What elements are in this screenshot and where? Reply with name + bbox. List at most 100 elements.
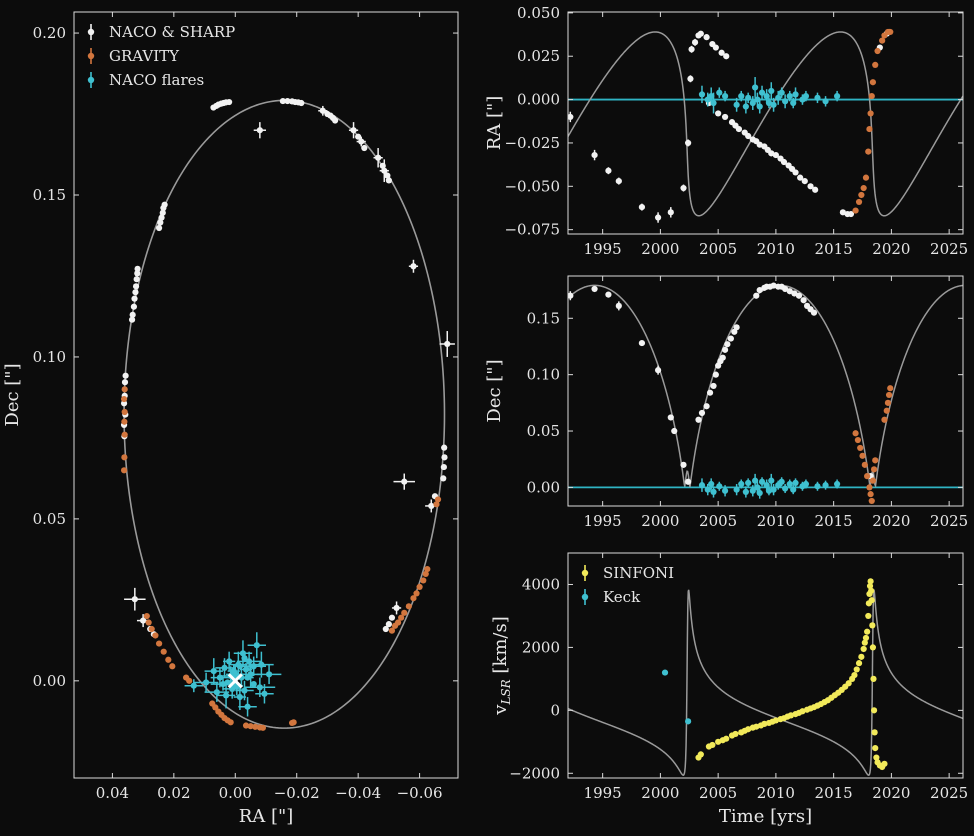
data-point — [865, 148, 872, 155]
data-point — [698, 409, 706, 417]
data-point — [239, 650, 247, 657]
marker-stroke — [227, 673, 243, 689]
data-point — [428, 502, 435, 510]
data-point — [128, 316, 136, 323]
data-point — [227, 719, 234, 726]
data-point — [768, 477, 775, 484]
x-tick-label: 2005 — [699, 784, 737, 802]
x-tick-label: 1995 — [584, 240, 622, 258]
data-point — [143, 612, 150, 620]
data-point — [709, 741, 716, 749]
data-point — [671, 427, 678, 435]
data-point — [247, 723, 254, 730]
data-point — [790, 486, 797, 493]
data-point — [161, 201, 168, 208]
data-point — [388, 614, 396, 621]
data-point — [190, 682, 197, 689]
series-sinfoni — [695, 578, 888, 771]
data-point — [712, 371, 719, 378]
y-tick-label: 2000 — [522, 638, 560, 656]
data-point — [393, 604, 400, 612]
data-point — [810, 309, 818, 316]
x-tick-label: 2025 — [930, 784, 968, 802]
data-point — [864, 473, 871, 480]
data-point — [697, 30, 704, 37]
x-tick-label: 2025 — [930, 240, 968, 258]
y-tick-label: −0.075 — [504, 221, 560, 239]
data-point — [866, 484, 873, 491]
data-point — [654, 367, 662, 374]
data-point — [695, 416, 702, 423]
y-axis-label-main: v — [490, 704, 511, 716]
data-point — [857, 444, 864, 452]
data-point — [244, 703, 251, 710]
data-point — [433, 501, 440, 508]
series-naco-flares — [698, 473, 841, 499]
data-point — [872, 61, 879, 68]
y-tick-label: 0 — [550, 701, 560, 719]
data-point — [752, 84, 759, 91]
data-point — [298, 99, 305, 107]
series-gravity — [120, 386, 442, 731]
data-point — [134, 265, 141, 272]
data-point — [786, 480, 793, 488]
data-point — [420, 577, 427, 584]
data-point — [250, 680, 257, 688]
x-tick-label: 2020 — [872, 512, 910, 530]
data-point — [867, 491, 874, 498]
data-point — [874, 47, 881, 55]
data-point — [775, 94, 782, 101]
series-naco-sharp — [568, 282, 874, 485]
x-tick-label: 0.02 — [157, 784, 190, 802]
data-point — [758, 89, 766, 96]
data-point — [738, 93, 745, 100]
data-point — [422, 570, 429, 578]
data-point — [687, 75, 694, 82]
data-point — [735, 125, 743, 133]
axes-frame — [567, 11, 964, 235]
data-point — [385, 177, 392, 184]
data-point — [802, 480, 810, 488]
data-point — [698, 91, 706, 98]
y-tick-label: 0.20 — [33, 24, 66, 42]
x-tick-label: 2025 — [930, 512, 968, 530]
data-point — [756, 103, 763, 110]
data-point — [667, 209, 674, 216]
data-point — [385, 621, 392, 628]
data-point — [881, 416, 888, 423]
data-point — [441, 454, 448, 461]
data-point — [834, 480, 841, 488]
data-point — [213, 689, 220, 696]
data-point — [131, 596, 138, 603]
data-point — [778, 478, 785, 485]
data-point — [121, 386, 128, 393]
model-curve — [568, 284, 963, 488]
data-point — [290, 719, 297, 726]
data-point — [860, 184, 867, 192]
plot-area — [568, 282, 963, 505]
series-gravity — [852, 385, 894, 505]
series-keck — [661, 669, 692, 725]
data-point — [169, 663, 176, 670]
data-point — [723, 735, 730, 742]
data-point — [712, 44, 719, 51]
x-tick-label: 2010 — [757, 784, 795, 802]
y-tick-label: 0.05 — [33, 510, 66, 528]
data-point — [834, 93, 841, 100]
data-point — [721, 93, 729, 100]
y-tick-label: 0.15 — [33, 186, 66, 204]
y-axis-label: vLSR [km/s] — [490, 616, 513, 715]
data-point — [256, 684, 263, 691]
data-point — [319, 107, 326, 114]
data-point — [869, 477, 877, 484]
legend-marker — [87, 28, 95, 36]
y-tick-label: −0.025 — [504, 134, 560, 152]
data-point — [434, 496, 442, 503]
data-point — [697, 751, 704, 758]
data-point — [853, 666, 860, 673]
data-point — [860, 645, 867, 653]
data-point — [706, 389, 714, 396]
data-point — [852, 207, 859, 214]
data-point — [724, 341, 731, 348]
data-point — [155, 640, 163, 647]
